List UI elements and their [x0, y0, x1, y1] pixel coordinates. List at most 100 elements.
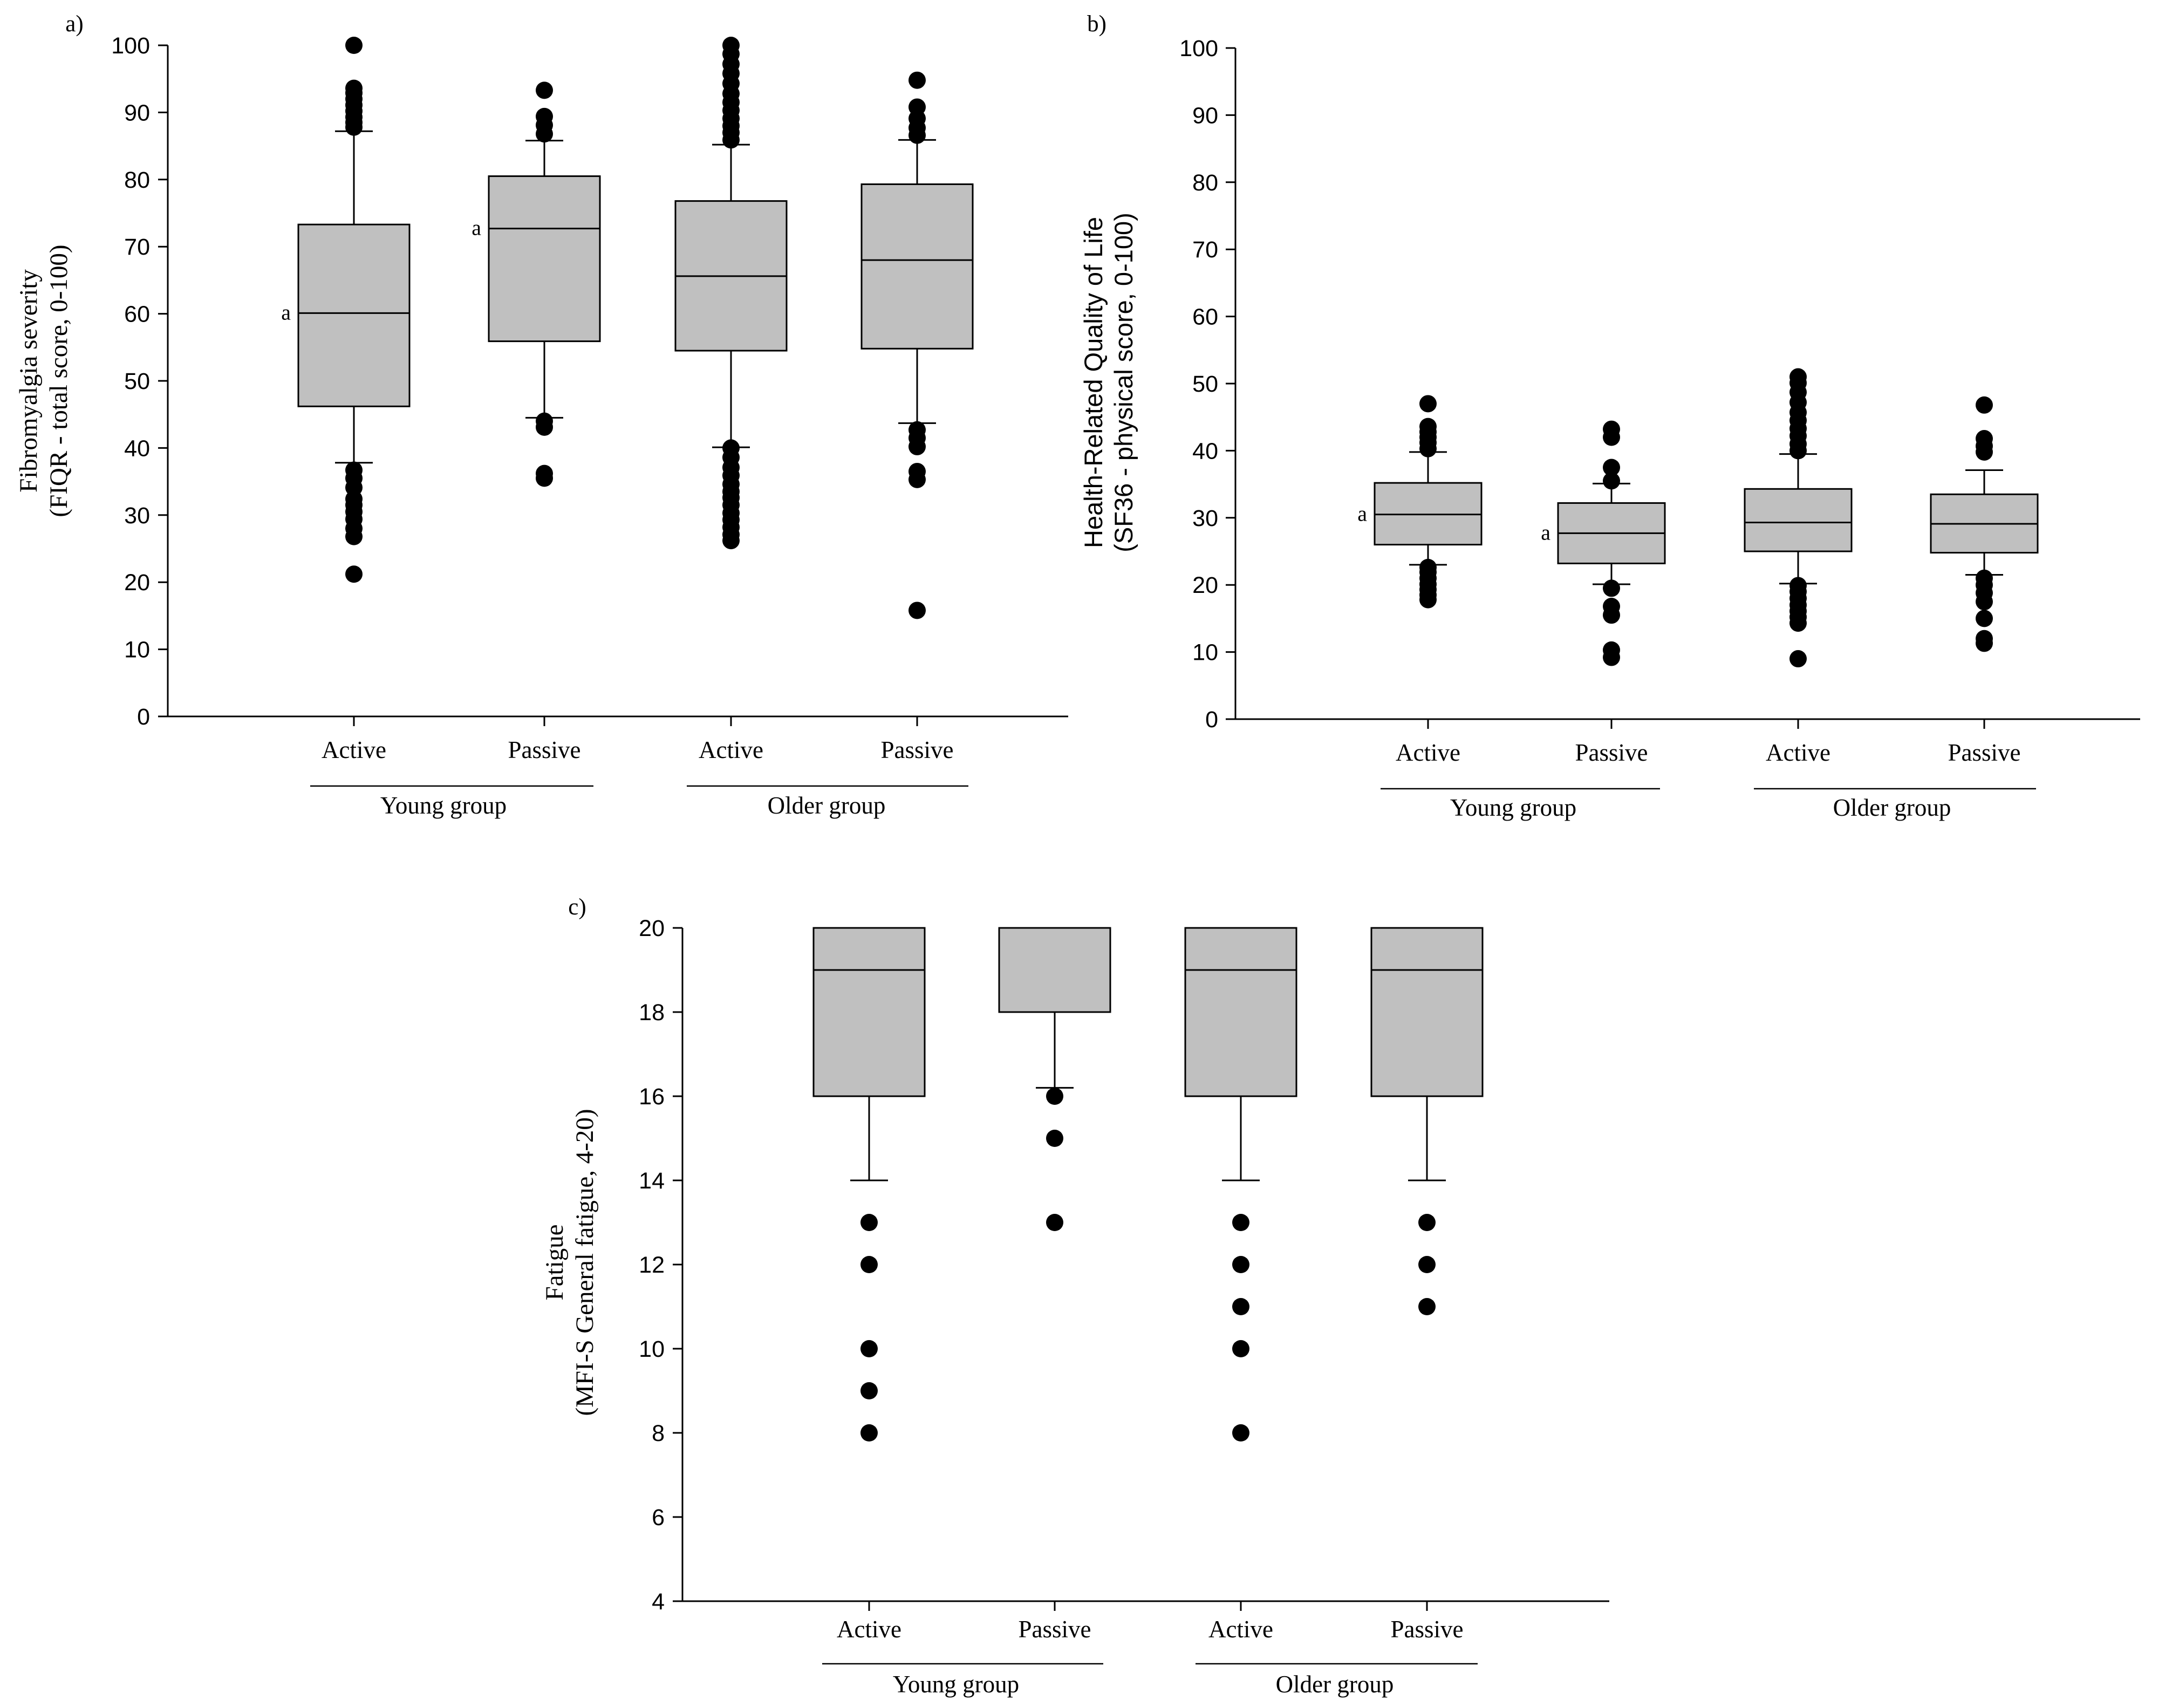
outlier-point	[1603, 641, 1620, 659]
category-label: Active	[1208, 1616, 1273, 1643]
category-label: Active	[837, 1616, 901, 1643]
outlier-point	[1603, 598, 1620, 616]
box-iqr	[860, 183, 974, 350]
y-axis-label-line1: Health-Related Quality of Life	[1079, 217, 1108, 548]
y-axis-label: Health-Related Quality of Life(SF36 - ph…	[1079, 213, 1138, 552]
box-1: a	[1357, 395, 1483, 609]
outlier-point	[909, 462, 926, 480]
outlier-point	[1419, 558, 1437, 576]
outlier-point	[1976, 430, 1993, 448]
category-label: Passive	[1948, 739, 2021, 766]
y-tick-label: 70	[1192, 237, 1218, 263]
category-label: Passive	[1391, 1616, 1464, 1643]
box-3	[1184, 927, 1297, 1441]
y-tick-label: 10	[639, 1336, 665, 1362]
outlier-point	[909, 98, 926, 116]
y-axis-label-line2: (FIQR - total score, 0-100)	[45, 244, 73, 517]
box-iqr	[998, 927, 1111, 1013]
group-label: Young group	[1450, 794, 1576, 821]
y-tick-label: 20	[1192, 572, 1218, 598]
y-axis-label-line2: (SF36 - physical score, 0-100)	[1109, 213, 1138, 552]
outlier-point	[345, 37, 363, 54]
outlier-point	[860, 1256, 878, 1273]
y-tick-label: 80	[124, 167, 150, 193]
category-label: Passive	[508, 736, 581, 763]
outlier-point	[1976, 569, 1993, 587]
box-1	[812, 927, 926, 1441]
box-iqr	[1370, 927, 1484, 1097]
y-tick-label: 60	[124, 302, 150, 327]
box-iqr	[1744, 488, 1853, 552]
outlier-point	[345, 565, 363, 583]
outlier-point	[1976, 610, 1993, 627]
outlier-point	[1232, 1214, 1249, 1231]
box-4	[1370, 927, 1484, 1315]
outlier-point	[536, 107, 553, 125]
panel-c: 4 6 8 10 12 14 16 18 20 Active Passive Active Passiv…	[541, 894, 1609, 1698]
y-tick-label: 12	[639, 1252, 665, 1278]
outlier-point	[1046, 1214, 1063, 1231]
y-tick-label: 8	[652, 1420, 665, 1446]
outlier-point	[345, 79, 363, 97]
y-tick-label: 20	[124, 570, 150, 596]
y-tick-label: 50	[1192, 371, 1218, 397]
y-axis-label-line1: Fatigue	[541, 1225, 569, 1301]
outlier-point	[1232, 1340, 1249, 1357]
outlier-point	[1789, 650, 1807, 668]
y-tick-label: 10	[124, 637, 150, 663]
category-label: Active	[322, 736, 386, 763]
outlier-point	[1603, 579, 1620, 597]
significance-annotation: a	[472, 216, 481, 240]
y-tick-label: 14	[639, 1168, 665, 1194]
outlier-point	[536, 81, 553, 99]
box-4	[1930, 396, 2039, 652]
outlier-point	[860, 1382, 878, 1399]
y-tick-label: 80	[1192, 170, 1218, 196]
y-tick-label: 70	[124, 234, 150, 260]
category-label: Active	[1766, 739, 1830, 766]
outlier-point	[1232, 1256, 1249, 1273]
outlier-point	[1419, 395, 1437, 413]
y-axis-label: Fatigue(MFI-S General fatigue, 4-20)	[541, 1109, 599, 1416]
outlier-point	[1232, 1298, 1249, 1315]
group-label: Young group	[380, 792, 507, 819]
y-tick-label: 4	[652, 1589, 665, 1615]
outlier-point	[860, 1340, 878, 1357]
outlier-point	[1789, 577, 1807, 595]
outlier-point	[1419, 418, 1437, 435]
y-tick-label: 10	[1192, 640, 1218, 666]
y-tick-label: 90	[124, 100, 150, 126]
outlier-point	[1418, 1298, 1436, 1315]
box-iqr	[297, 223, 411, 407]
outlier-point	[1976, 396, 1993, 414]
y-tick-label: 6	[652, 1505, 665, 1531]
outlier-point	[536, 412, 553, 430]
outlier-point	[722, 37, 740, 54]
y-tick-label: 100	[1179, 36, 1218, 62]
outlier-point	[1232, 1424, 1249, 1441]
category-label: Passive	[881, 736, 954, 763]
y-tick-label: 16	[639, 1084, 665, 1110]
y-tick-label: 30	[124, 503, 150, 529]
category-label: Passive	[1575, 739, 1648, 766]
box-3	[674, 37, 788, 550]
box-iqr	[1184, 927, 1297, 1097]
significance-annotation: a	[1357, 502, 1367, 526]
outlier-point	[909, 421, 926, 439]
significance-annotation: a	[281, 300, 291, 324]
y-tick-label: 20	[639, 916, 665, 941]
outlier-point	[1603, 459, 1620, 476]
category-label: Active	[699, 736, 763, 763]
outlier-point	[536, 464, 553, 482]
outlier-point	[1046, 1088, 1063, 1105]
box-iqr	[812, 927, 926, 1097]
outlier-point	[722, 439, 740, 457]
panel-label: c)	[568, 894, 586, 920]
box-2: a	[472, 81, 601, 487]
group-label: Older group	[768, 792, 886, 819]
outlier-point	[1603, 420, 1620, 438]
panel-label: b)	[1087, 11, 1106, 37]
outlier-point	[860, 1214, 878, 1231]
y-tick-label: 40	[1192, 438, 1218, 464]
